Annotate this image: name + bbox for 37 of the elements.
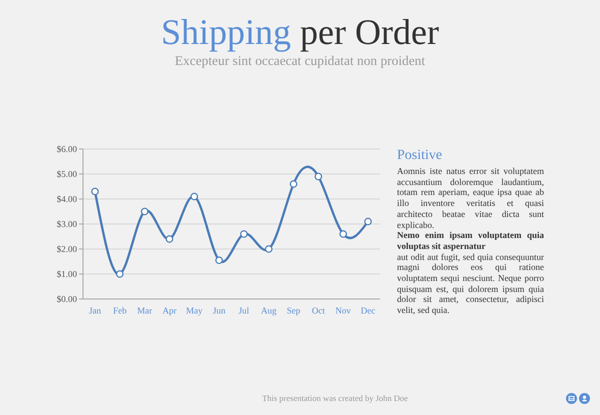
y-tick-label: $3.00 — [56, 219, 78, 230]
y-tick-label: $2.00 — [56, 244, 78, 254]
text: Aomnis iste natus error sit voluptatem accusantium doloremque laudantium, totam rem aperiam, eaque ipsa quae ab illo inventore veritatis et quasi architecto beatae vitae dicta sunt explicabo. — [397, 166, 544, 230]
x-tick-label: Apr — [162, 305, 176, 316]
x-tick-label: May — [186, 305, 204, 316]
y-tick-label: $0.00 — [56, 294, 78, 304]
text: Positive — [397, 147, 444, 165]
y-tick-label: $5.00 — [56, 169, 78, 180]
x-tick-label: Jul — [238, 305, 250, 316]
text: This presentation was created by John Doe — [262, 393, 408, 403]
x-tick-label: Jun — [212, 305, 226, 316]
x-tick-label: Nov — [335, 305, 352, 316]
point — [314, 172, 322, 180]
point — [339, 230, 347, 238]
point — [140, 208, 148, 216]
x-tick-label: Dec — [360, 305, 376, 316]
x-tick-label: Sep — [286, 305, 301, 316]
point — [166, 235, 174, 243]
point — [290, 180, 298, 188]
y-tick-label: $4.00 — [56, 194, 78, 204]
point — [364, 218, 372, 226]
point — [240, 230, 248, 238]
point — [91, 188, 99, 196]
x-tick-label: Feb — [113, 305, 128, 316]
point — [190, 192, 198, 200]
y-tick-label: $6.00 — [56, 144, 78, 154]
x-tick-label: Mar — [137, 305, 152, 316]
x-tick-label: Oct — [312, 305, 326, 316]
point — [215, 256, 223, 264]
point — [264, 245, 273, 253]
point — [116, 270, 124, 278]
chart-subtitle: Excepteur sint occaecat cupidatat non proident — [174, 53, 426, 69]
chart-title: Shipping per Order — [161, 12, 439, 52]
x-tick-label: Jan — [89, 305, 102, 316]
x-tick-label: Aug — [260, 305, 277, 316]
y-tick-label: $1.00 — [56, 269, 78, 280]
text: aut odit aut fugit, sed quia consequuntur magni dolores eos qui ratione voluptatem sequi nesciunt. Neque porro quisquam est, qui dolorem ipsum quia dolor sit amet, consectetur, adipisci velit, sed quia. — [397, 252, 544, 316]
